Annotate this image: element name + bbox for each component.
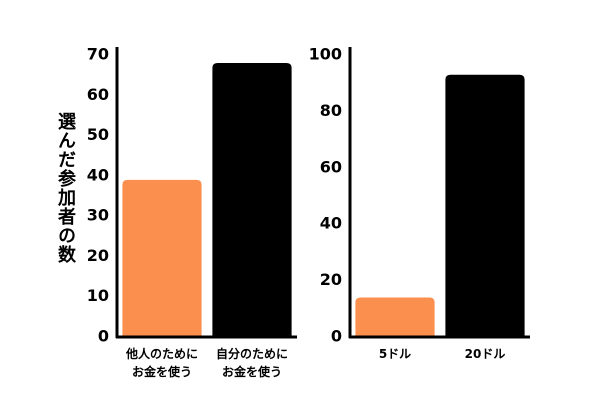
x-tick-label: 5ドル xyxy=(378,347,412,361)
y-tick-label: 40 xyxy=(87,165,109,184)
y-tick-label: 10 xyxy=(87,286,109,305)
y-tick-label: 40 xyxy=(320,214,342,233)
bar xyxy=(445,74,525,338)
y-tick-label: 0 xyxy=(98,327,109,346)
y-tick-label: 20 xyxy=(320,270,342,289)
bar xyxy=(122,179,202,337)
y-tick-label: 50 xyxy=(87,125,109,144)
x-tick-label: 20ドル xyxy=(464,347,506,361)
y-axis-label: 選んだ参加者の数 xyxy=(55,112,76,264)
y-tick-label: 60 xyxy=(320,157,342,176)
y-tick-label: 0 xyxy=(331,327,342,346)
y-tick-label: 70 xyxy=(87,45,109,64)
x-tick-label: 自分のために お金を使う xyxy=(215,347,288,379)
bar xyxy=(212,63,292,338)
y-tick-label: 60 xyxy=(87,85,109,104)
y-tick-label: 20 xyxy=(87,246,109,265)
y-tick-label: 30 xyxy=(87,206,109,225)
bar xyxy=(355,297,435,337)
y-tick-label: 80 xyxy=(320,101,342,120)
y-tick-label: 100 xyxy=(309,45,342,64)
x-tick-label: 他人のために お金を使う xyxy=(125,347,198,379)
